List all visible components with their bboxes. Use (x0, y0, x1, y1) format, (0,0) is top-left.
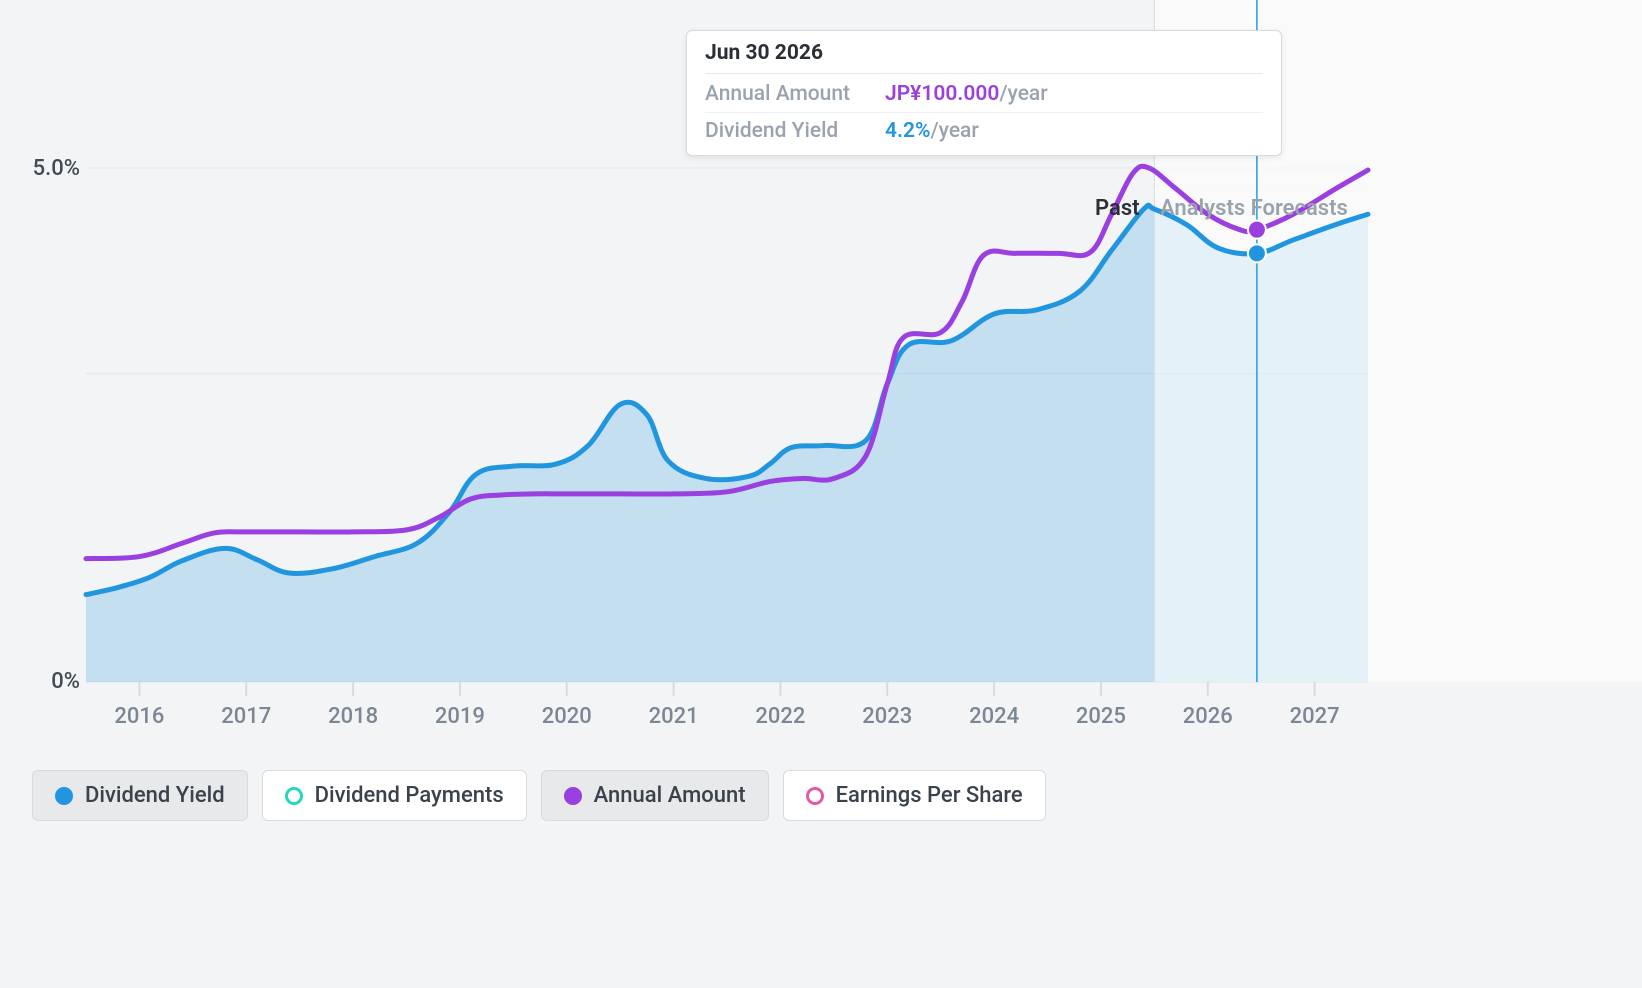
region-past-label: Past (1095, 196, 1140, 221)
x-tick-label: 2027 (1290, 704, 1340, 729)
tooltip-row-dividend-yield: Dividend Yield 4.2%/year (705, 113, 1263, 149)
x-tick-label: 2024 (969, 704, 1019, 729)
x-tick-label: 2016 (114, 704, 164, 729)
legend-label: Dividend Payments (315, 783, 504, 808)
legend-item-dividend-payments[interactable]: Dividend Payments (262, 770, 527, 821)
legend-item-earnings-per-share[interactable]: Earnings Per Share (783, 770, 1046, 821)
legend-marker (564, 787, 582, 805)
x-tick-label: 2025 (1076, 704, 1126, 729)
tooltip-value: 4.2% (885, 119, 930, 143)
x-tick-label: 2019 (435, 704, 485, 729)
legend-marker (806, 787, 824, 805)
x-tick-label: 2020 (542, 704, 592, 729)
legend-label: Earnings Per Share (836, 783, 1023, 808)
legend-label: Dividend Yield (85, 783, 225, 808)
x-tick-label: 2022 (755, 704, 805, 729)
tooltip-row-annual-amount: Annual Amount JP¥100.000/year (705, 76, 1263, 113)
tooltip-suffix: /year (999, 82, 1047, 106)
legend-marker (55, 787, 73, 805)
x-tick-label: 2026 (1183, 704, 1233, 729)
legend-item-annual-amount[interactable]: Annual Amount (541, 770, 769, 821)
tooltip-label: Annual Amount (705, 82, 885, 106)
legend: Dividend Yield Dividend Payments Annual … (32, 770, 1046, 821)
x-tick-label: 2017 (221, 704, 271, 729)
x-tick-label: 2018 (328, 704, 378, 729)
y-tick-5: 5.0% (22, 156, 80, 181)
dividend-chart: 0% 5.0% Past Analysts Forecasts Jun 30 2… (0, 0, 1642, 988)
hover-tooltip: Jun 30 2026 Annual Amount JP¥100.000/yea… (686, 30, 1282, 156)
legend-marker (285, 787, 303, 805)
x-tick-label: 2021 (649, 704, 699, 729)
region-forecast-label: Analysts Forecasts (1160, 196, 1348, 221)
x-tick-label: 2023 (862, 704, 912, 729)
y-tick-0: 0% (32, 669, 80, 694)
tooltip-value: JP¥100.000 (885, 82, 999, 106)
legend-label: Annual Amount (594, 783, 746, 808)
tooltip-date: Jun 30 2026 (705, 41, 1263, 74)
tooltip-label: Dividend Yield (705, 119, 885, 143)
legend-item-dividend-yield[interactable]: Dividend Yield (32, 770, 248, 821)
tooltip-suffix: /year (930, 119, 978, 143)
